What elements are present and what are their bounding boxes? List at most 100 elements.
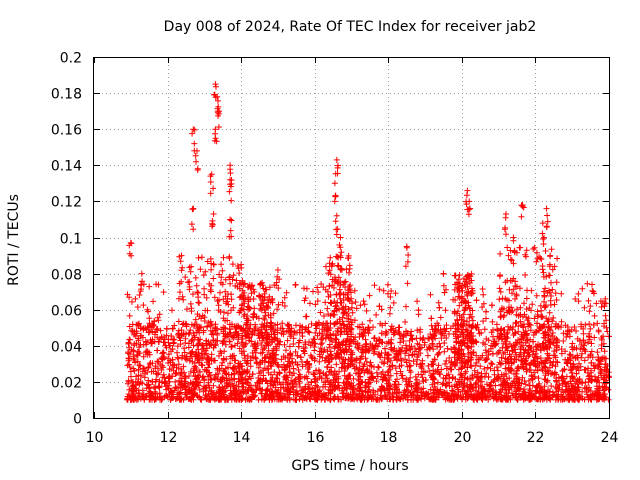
- data-point: [587, 325, 594, 332]
- data-point: [537, 302, 544, 309]
- data-point: [594, 320, 601, 327]
- data-point: [503, 211, 509, 217]
- data-point: [559, 386, 566, 393]
- data-point: [541, 376, 548, 383]
- data-point: [584, 280, 591, 287]
- data-point: [310, 370, 317, 377]
- data-point: [579, 285, 586, 292]
- data-point: [414, 298, 421, 305]
- data-point: [564, 360, 571, 367]
- data-point: [333, 231, 340, 238]
- data-point: [568, 369, 575, 376]
- data-point: [166, 366, 173, 373]
- data-point: [428, 322, 435, 329]
- data-point: [533, 258, 540, 265]
- data-point: [588, 396, 595, 403]
- data-point: [130, 353, 137, 360]
- data-point: [310, 288, 316, 295]
- data-point: [548, 279, 554, 286]
- data-point: [448, 346, 455, 353]
- data-point: [189, 206, 196, 213]
- data-point: [197, 379, 204, 386]
- data-point: [237, 390, 244, 397]
- data-point: [494, 333, 501, 340]
- data-point: [493, 321, 500, 328]
- data-point: [542, 334, 549, 341]
- x-tick-label: 10: [86, 430, 104, 446]
- data-point: [227, 176, 234, 183]
- data-point: [528, 287, 535, 294]
- data-point: [601, 348, 608, 355]
- data-point: [577, 363, 584, 370]
- data-point: [183, 356, 190, 363]
- data-point: [124, 393, 131, 400]
- y-tick-label: 0.12: [51, 195, 82, 211]
- data-point: [260, 334, 266, 341]
- data-point: [402, 350, 409, 357]
- data-point: [446, 355, 453, 361]
- data-point: [355, 377, 362, 384]
- data-point: [200, 345, 207, 352]
- data-point: [125, 391, 132, 397]
- data-point: [522, 272, 529, 278]
- data-point: [174, 343, 181, 350]
- data-point: [435, 369, 441, 376]
- data-point: [134, 304, 141, 310]
- data-point: [247, 386, 254, 393]
- data-point: [359, 321, 366, 328]
- data-point: [465, 206, 472, 213]
- y-axis-title: ROTI / TECUs: [6, 194, 22, 286]
- data-point: [295, 367, 302, 373]
- data-point: [442, 361, 449, 367]
- data-point: [333, 226, 340, 233]
- data-point: [151, 384, 157, 390]
- data-point: [214, 331, 221, 338]
- data-point: [248, 387, 255, 394]
- data-point: [311, 347, 318, 354]
- data-point: [505, 323, 511, 330]
- data-point: [526, 382, 533, 389]
- data-point: [255, 396, 262, 403]
- data-point: [475, 356, 481, 363]
- data-point: [579, 350, 585, 357]
- data-point: [552, 352, 559, 359]
- data-point: [299, 363, 306, 370]
- data-point: [194, 167, 201, 173]
- data-point: [153, 376, 160, 383]
- data-point: [435, 299, 442, 306]
- data-point: [575, 367, 582, 374]
- data-point: [588, 348, 595, 355]
- data-point: [397, 368, 404, 375]
- data-point: [483, 308, 489, 315]
- data-point: [441, 348, 448, 355]
- data-point: [203, 294, 210, 301]
- data-point: [581, 357, 588, 364]
- data-point: [176, 390, 183, 397]
- data-point: [125, 349, 131, 356]
- data-point: [558, 346, 565, 353]
- data-point: [336, 286, 343, 293]
- data-point: [325, 377, 331, 384]
- data-point: [567, 352, 574, 359]
- data-point: [221, 325, 228, 331]
- data-point: [586, 384, 593, 391]
- data-point: [403, 243, 410, 250]
- data-point: [374, 373, 381, 380]
- data-point: [322, 335, 329, 342]
- data-point: [314, 298, 321, 304]
- data-point: [539, 367, 546, 374]
- data-point: [228, 343, 235, 350]
- data-point: [138, 270, 145, 277]
- data-point: [326, 344, 333, 351]
- data-points: [124, 81, 612, 403]
- data-point: [139, 380, 146, 387]
- data-point: [363, 307, 370, 314]
- data-point: [318, 336, 325, 343]
- data-point: [387, 357, 394, 364]
- data-point: [545, 324, 552, 331]
- data-point: [361, 301, 368, 308]
- data-point: [352, 334, 359, 341]
- data-point: [331, 368, 338, 375]
- data-point: [317, 345, 324, 352]
- data-point: [575, 298, 582, 305]
